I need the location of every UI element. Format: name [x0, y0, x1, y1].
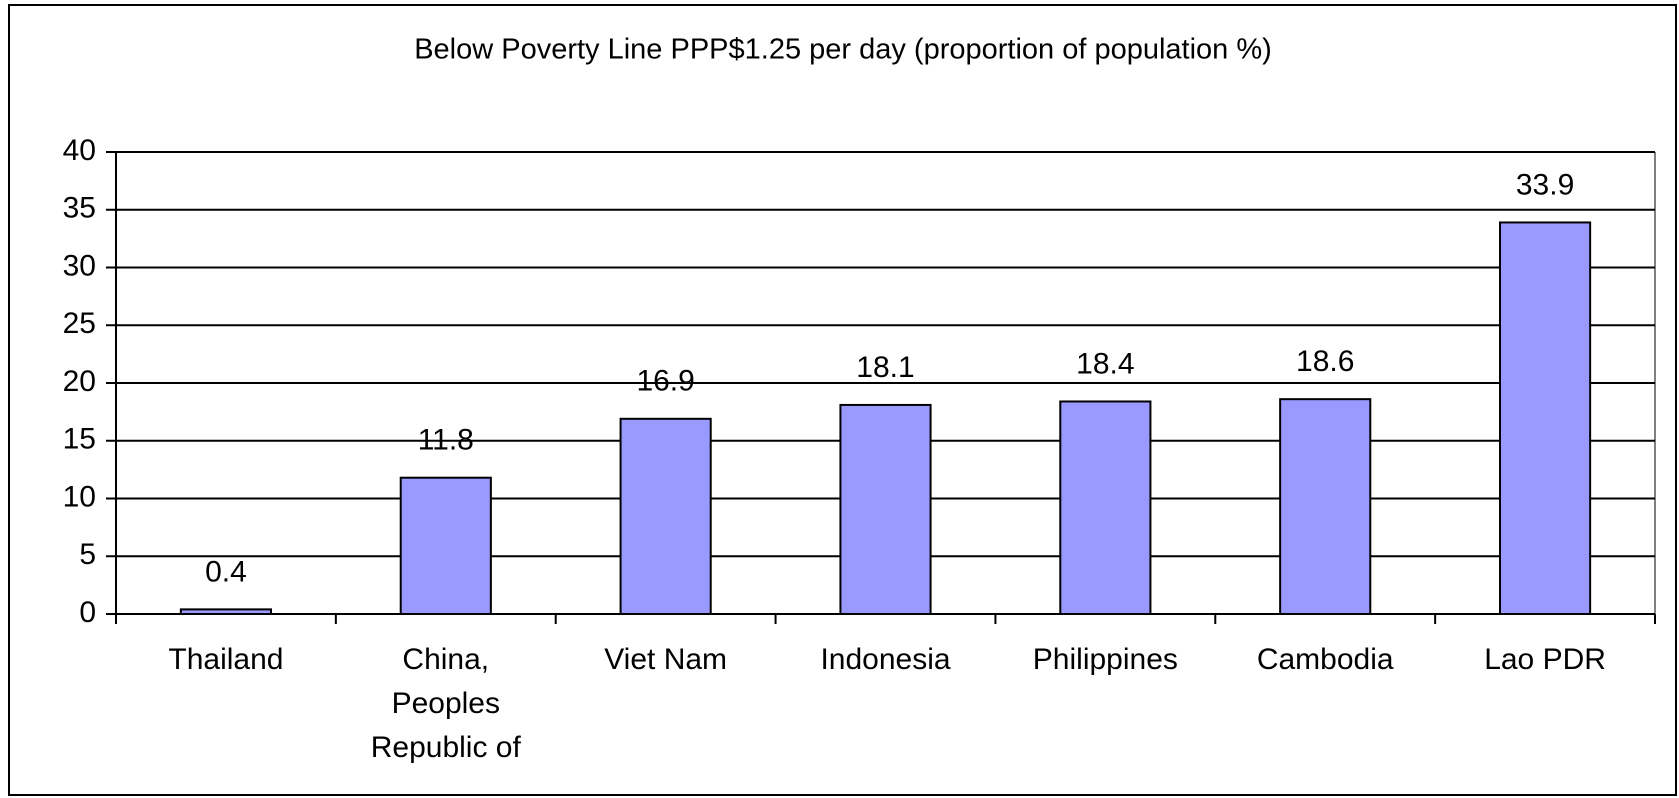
bar: [399, 476, 492, 615]
y-tick-label: 5: [79, 538, 96, 571]
y-tick-label: 0: [79, 596, 96, 629]
x-tick-label: Cambodia: [1256, 643, 1394, 676]
data-label: 0.4: [205, 555, 247, 588]
bar: [1059, 400, 1152, 616]
y-tick-label: 40: [63, 134, 96, 167]
bar: [179, 608, 272, 616]
data-label: 18.4: [1076, 347, 1134, 380]
data-label: 18.6: [1296, 345, 1354, 378]
y-tick-label: 35: [63, 192, 96, 225]
bar: [1499, 221, 1592, 616]
bar: [1279, 398, 1372, 616]
data-label: 18.1: [856, 351, 914, 384]
chart-title: Below Poverty Line PPP$1.25 per day (pro…: [414, 34, 1272, 66]
chart-border: [8, 4, 1677, 796]
x-tick-label: Viet Nam: [604, 643, 728, 676]
y-tick-label: 15: [63, 423, 96, 456]
bar: [839, 403, 932, 615]
x-tick-label: Philippines: [1032, 643, 1178, 676]
y-tick-label: 30: [63, 249, 96, 282]
y-tick-label: 10: [63, 480, 96, 513]
y-tick-label: 25: [63, 307, 96, 340]
x-tick-label: Indonesia: [820, 643, 951, 676]
bar: [619, 417, 712, 615]
y-tick-label: 20: [63, 365, 96, 398]
data-label: 33.9: [1516, 168, 1574, 201]
data-label: 16.9: [636, 365, 694, 398]
data-label: 11.8: [418, 424, 474, 457]
x-tick-label: China, Peoples Republic of: [370, 643, 521, 764]
x-tick-label: Thailand: [168, 643, 284, 676]
x-tick-label: Lao PDR: [1484, 643, 1606, 676]
